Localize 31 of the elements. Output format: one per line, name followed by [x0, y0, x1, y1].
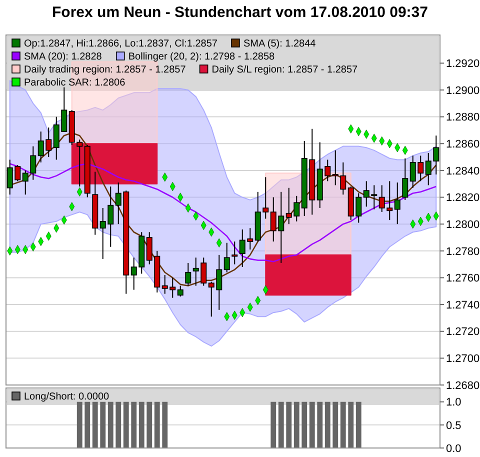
y-tick-label: 1.2820 [446, 192, 480, 204]
y-tick-label: 1.2920 [446, 58, 480, 70]
candlestick [394, 182, 400, 225]
legend-label: SMA (20): 1.2828 [24, 52, 102, 62]
legend-label: Long/Short: 0.0000 [24, 392, 110, 402]
y-tick-label: 0.5 [446, 420, 462, 432]
legend-label: Op:1.2847, Hi:1.2866, Lo:1.2837, Cl:1.2857 [24, 38, 218, 50]
y-tick-label: 1.2680 [446, 380, 480, 392]
candlestick [402, 158, 408, 200]
y-tick-label: 1.2720 [446, 326, 480, 338]
candlestick [232, 241, 238, 265]
legend-label: Parabolic SAR: 1.2806 [24, 78, 126, 88]
y-tick-label: 1.2760 [446, 272, 480, 285]
y-tick-label: 0.0 [446, 442, 462, 455]
legend-label: Bollinger (20, 2): 1.2798 - 1.2858 [128, 52, 276, 62]
y-tick-label: 1.2800 [446, 218, 480, 231]
candlestick [224, 242, 230, 273]
y-tick-label: 1.2880 [446, 112, 480, 124]
legend-label: Daily S/L region: 1.2857 - 1.2857 [212, 64, 358, 76]
y-tick-label: 1.2840 [446, 165, 480, 178]
candlestick [185, 262, 192, 286]
y-tick-label: 1.2700 [446, 353, 480, 366]
y-tick-label: 1.2740 [446, 299, 480, 312]
y-tick-label: 1.2780 [446, 246, 480, 258]
chart-title: Forex um Neun - Stundenchart vom 17.08.2010 09:37 [52, 4, 428, 21]
legend-label: Daily trading region: 1.2857 - 1.2857 [24, 64, 186, 76]
y-tick-label: 1.0 [446, 396, 462, 409]
y-tick-label: 1.2900 [446, 84, 480, 97]
legend-label: SMA (5): 1.2844 [243, 38, 316, 50]
candlestick [177, 285, 184, 297]
y-tick-label: 1.2860 [446, 138, 480, 150]
